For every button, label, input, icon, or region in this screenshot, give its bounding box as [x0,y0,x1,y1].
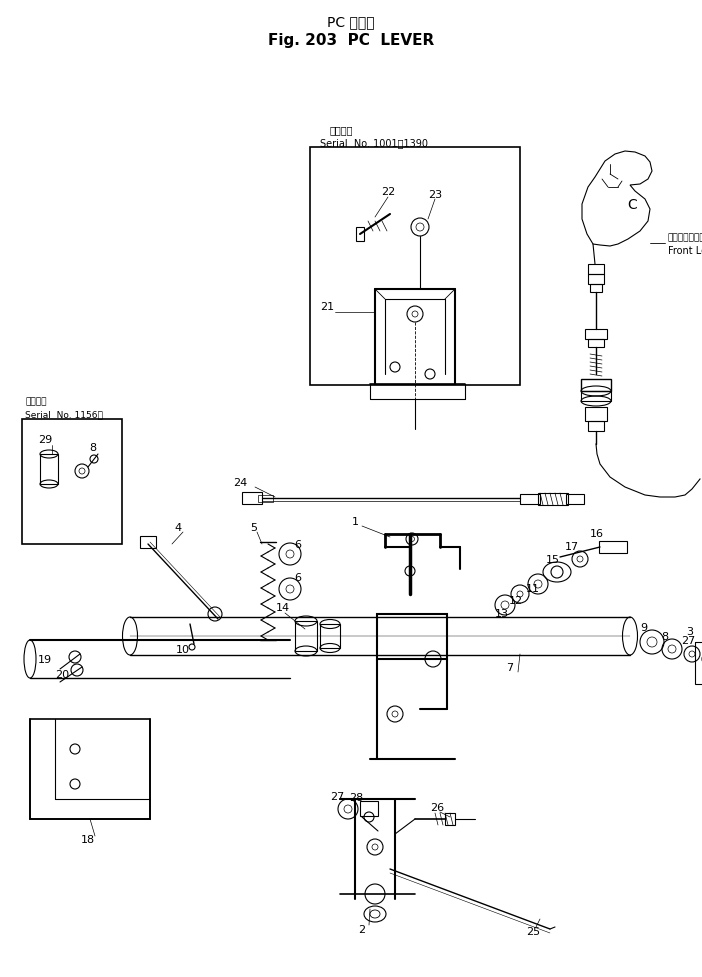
Text: 12: 12 [509,595,523,606]
Text: フロントレバー: フロントレバー [668,234,702,242]
Text: 5: 5 [251,523,258,532]
Text: 22: 22 [381,187,395,196]
Text: 27: 27 [681,635,695,646]
Bar [258,495,273,502]
Text: 6: 6 [295,539,301,549]
Bar [588,340,604,348]
Text: 13: 13 [495,609,509,618]
Text: 17: 17 [565,541,579,551]
Bar [140,536,156,548]
Text: 3: 3 [687,626,694,636]
Text: Fig. 203  PC  LEVER: Fig. 203 PC LEVER [268,32,434,48]
Bar [585,329,607,340]
Text: 9: 9 [640,622,647,632]
Bar [588,421,604,432]
Bar [566,494,584,504]
Text: PC レバー: PC レバー [327,15,375,29]
Bar [22,419,122,544]
Bar [320,624,340,649]
Bar [588,265,604,275]
Text: 6: 6 [295,573,301,582]
Text: 適用号機: 適用号機 [330,125,354,135]
Text: 7: 7 [506,662,514,672]
Text: 15: 15 [546,554,560,565]
Bar [40,454,58,485]
Bar [356,228,364,241]
Polygon shape [582,151,652,247]
Text: 8: 8 [89,443,97,452]
Text: 20: 20 [55,669,69,679]
Bar [295,621,317,652]
Text: 11: 11 [526,583,540,593]
Bar [588,275,604,284]
Bar [581,380,611,392]
Text: 18: 18 [81,834,95,844]
Text: 21: 21 [320,302,334,312]
Text: 28: 28 [349,792,363,802]
Text: 1: 1 [352,517,359,527]
Bar [242,492,262,504]
Bar [538,493,568,505]
Bar [30,719,150,819]
Text: 24: 24 [233,478,247,488]
Text: Serial  No. 1001～1390: Serial No. 1001～1390 [320,138,428,148]
Bar [695,642,702,684]
Text: 2: 2 [359,924,366,934]
Bar [377,615,447,659]
Text: 4: 4 [174,523,182,532]
Bar [585,407,607,421]
Text: 27: 27 [330,791,344,801]
Text: 16: 16 [590,529,604,538]
Bar [360,801,378,816]
Bar [445,813,455,826]
Text: 10: 10 [176,645,190,655]
Text: Front Lever: Front Lever [668,246,702,256]
Bar [310,148,520,386]
Bar [581,392,611,402]
Text: 19: 19 [38,655,52,664]
Text: Serial  No. 1156～: Serial No. 1156～ [25,410,103,419]
Bar [599,541,627,553]
Text: 29: 29 [38,435,52,445]
Text: 14: 14 [276,603,290,613]
Text: C: C [627,197,637,212]
Text: 8: 8 [661,631,668,641]
Text: 適用号機: 適用号機 [25,397,46,406]
Text: 25: 25 [526,926,540,936]
Text: 23: 23 [428,190,442,199]
Bar [590,284,602,293]
Text: 26: 26 [430,802,444,812]
Bar [520,494,540,504]
